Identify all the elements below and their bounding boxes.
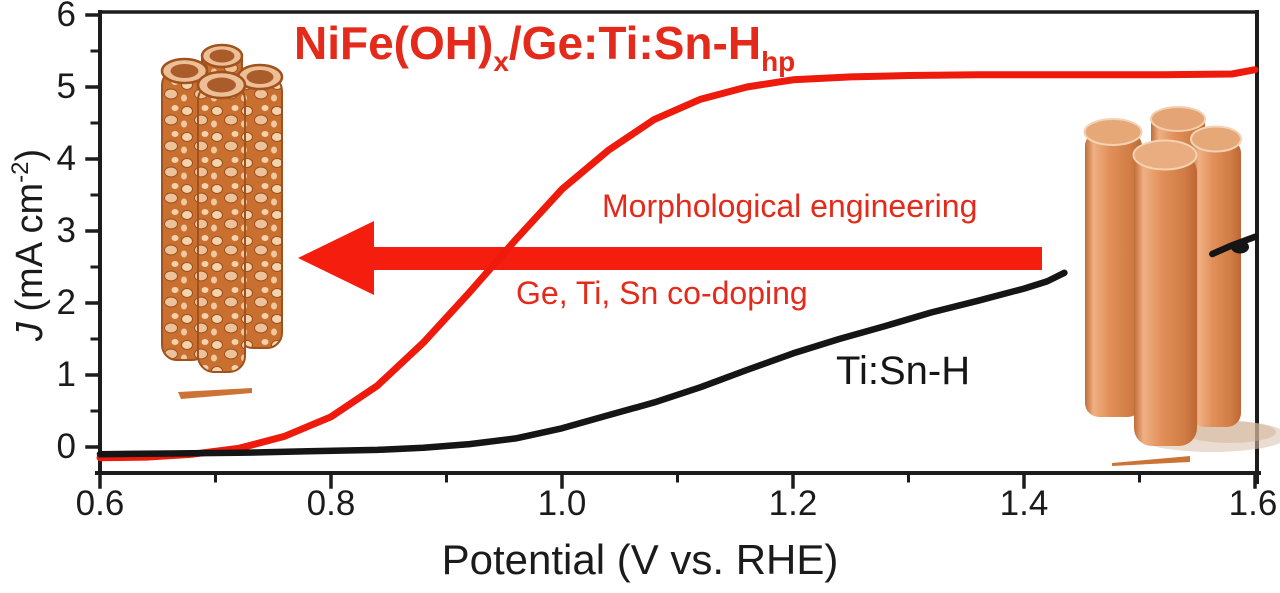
y-tick-label: 4 [56, 139, 76, 178]
series-curve [96, 269, 1068, 458]
x-tick-label: 1.4 [999, 484, 1049, 523]
black-series-label: Ti:Sn-H [836, 349, 971, 393]
y-tick-label: 5 [56, 67, 76, 106]
porous-tube-left [160, 57, 209, 361]
plot-curves [96, 66, 1259, 462]
x-axis-title: Potential (V vs. RHE) [441, 536, 839, 583]
smooth-tube-front [1132, 139, 1198, 446]
y-axis-title-symbol: J [9, 322, 51, 342]
left-arrow [298, 221, 1042, 295]
y-tick-label: 6 [56, 0, 76, 34]
red-series-label-main2: /Ge:Ti:Sn-H [508, 17, 762, 69]
x-tick-label: 0.6 [75, 484, 125, 523]
black-curve-tail [1209, 233, 1259, 258]
scale-bar [1112, 456, 1190, 466]
scale-bar [178, 388, 252, 399]
red-series-label-main: NiFe(OH) [294, 17, 494, 69]
red-series-label: NiFe(OH)x/Ge:Ti:Sn-Hhp [294, 16, 795, 78]
y-tick-label: 0 [56, 427, 76, 466]
x-tick-label: 1.6 [1228, 484, 1278, 523]
red-series-label-subscript-x: x [493, 46, 509, 77]
x-tick-label: 0.8 [306, 484, 356, 523]
annotation-morphological-engineering: Morphological engineering [602, 188, 978, 224]
porous-nanotube-illustration [160, 43, 284, 399]
y-tick-label: 3 [56, 211, 76, 250]
smooth-tube-left [1083, 118, 1143, 417]
x-tick-label: 1.0 [537, 484, 587, 523]
red-series-label-subscript-hp: hp [761, 46, 796, 77]
smooth-tube-right [1190, 125, 1242, 427]
series-curve [96, 66, 1259, 462]
black-curve-end-blob [1231, 240, 1249, 254]
annotation-co-doping: Ge, Ti, Sn co-doping [516, 275, 808, 311]
x-tick-label: 1.2 [768, 484, 818, 523]
plot-axes [85, 10, 1261, 489]
y-tick-label: 1 [56, 355, 76, 394]
y-tick-label: 2 [56, 283, 76, 322]
porous-tube-front [196, 70, 247, 373]
smooth-nanotube-illustration [1083, 106, 1280, 466]
